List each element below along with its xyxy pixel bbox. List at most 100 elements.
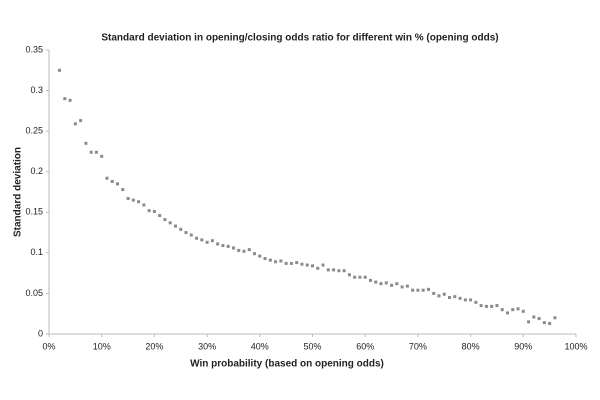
point (527, 320, 531, 324)
point (210, 239, 214, 243)
point (142, 203, 146, 207)
point (458, 296, 462, 300)
point (358, 275, 362, 279)
point (437, 294, 441, 298)
point (205, 240, 209, 244)
point (173, 224, 177, 228)
point (300, 262, 304, 266)
point (84, 141, 88, 145)
point (147, 209, 151, 213)
point (137, 200, 141, 204)
point (553, 316, 557, 320)
point (432, 291, 436, 295)
point (247, 248, 251, 252)
point (121, 188, 125, 192)
point (405, 284, 409, 288)
point (426, 287, 430, 291)
point (253, 252, 257, 256)
point (400, 285, 404, 289)
point (311, 264, 314, 268)
point (195, 236, 199, 240)
point (326, 268, 330, 272)
point (511, 308, 515, 312)
point (542, 321, 546, 325)
x-tick-label: 20% (145, 341, 163, 351)
x-tick-label: 10% (93, 341, 111, 351)
y-tick-label: 0.3 (30, 85, 43, 95)
point (263, 257, 267, 261)
y-tick-label: 0 (38, 328, 43, 338)
point (279, 259, 283, 263)
point (152, 209, 156, 213)
point (289, 261, 293, 265)
x-tick-label: 100% (564, 341, 587, 351)
point (284, 261, 288, 265)
point (368, 278, 372, 282)
point (347, 273, 351, 277)
x-tick-label: 80% (462, 341, 480, 351)
point (416, 288, 420, 292)
point (110, 179, 114, 183)
point (179, 227, 183, 231)
point (316, 266, 320, 270)
point (479, 304, 483, 308)
point (295, 261, 299, 265)
point (231, 246, 235, 250)
point (237, 248, 241, 252)
point (490, 304, 494, 308)
point (353, 275, 357, 279)
y-tick-label: 0.2 (30, 166, 43, 176)
point (421, 288, 425, 292)
y-tick-label: 0.05 (25, 288, 43, 298)
point (442, 292, 446, 296)
point (390, 283, 394, 287)
point (116, 182, 120, 186)
point (158, 214, 162, 218)
point (548, 321, 552, 325)
point (226, 244, 230, 248)
point (79, 119, 83, 123)
x-tick-label: 50% (303, 341, 321, 351)
point (469, 298, 473, 302)
point (384, 281, 388, 285)
point (184, 231, 188, 235)
y-tick-label: 0.1 (30, 247, 43, 257)
point (337, 269, 341, 273)
x-tick-label: 30% (198, 341, 216, 351)
point (395, 282, 399, 286)
point (379, 282, 383, 286)
point (58, 68, 62, 72)
point (68, 98, 72, 102)
point (521, 309, 525, 313)
y-tick-label: 0.25 (25, 126, 43, 136)
point (94, 150, 98, 154)
point (63, 97, 67, 101)
point (474, 300, 478, 304)
point (374, 280, 378, 284)
point (189, 233, 193, 237)
x-axis-title: Win probability (based on opening odds) (190, 359, 384, 370)
point (453, 295, 457, 299)
point (168, 221, 172, 225)
point (131, 198, 135, 202)
x-tick-label: 70% (409, 341, 427, 351)
point (448, 295, 452, 299)
point (89, 150, 93, 154)
point (532, 315, 536, 319)
y-axis-title: Standard deviation (13, 147, 24, 237)
point (305, 263, 309, 267)
point (221, 244, 225, 248)
point (495, 304, 499, 308)
point (411, 288, 415, 292)
y-tick-label: 0.15 (25, 207, 43, 217)
point (200, 238, 204, 242)
point (73, 122, 77, 126)
point (505, 311, 509, 315)
point (100, 154, 104, 158)
y-tick-label: 0.35 (25, 44, 43, 54)
point (321, 263, 325, 267)
x-tick-label: 60% (356, 341, 374, 351)
point (274, 260, 278, 264)
chart-title: Standard deviation in opening/closing od… (101, 33, 498, 44)
